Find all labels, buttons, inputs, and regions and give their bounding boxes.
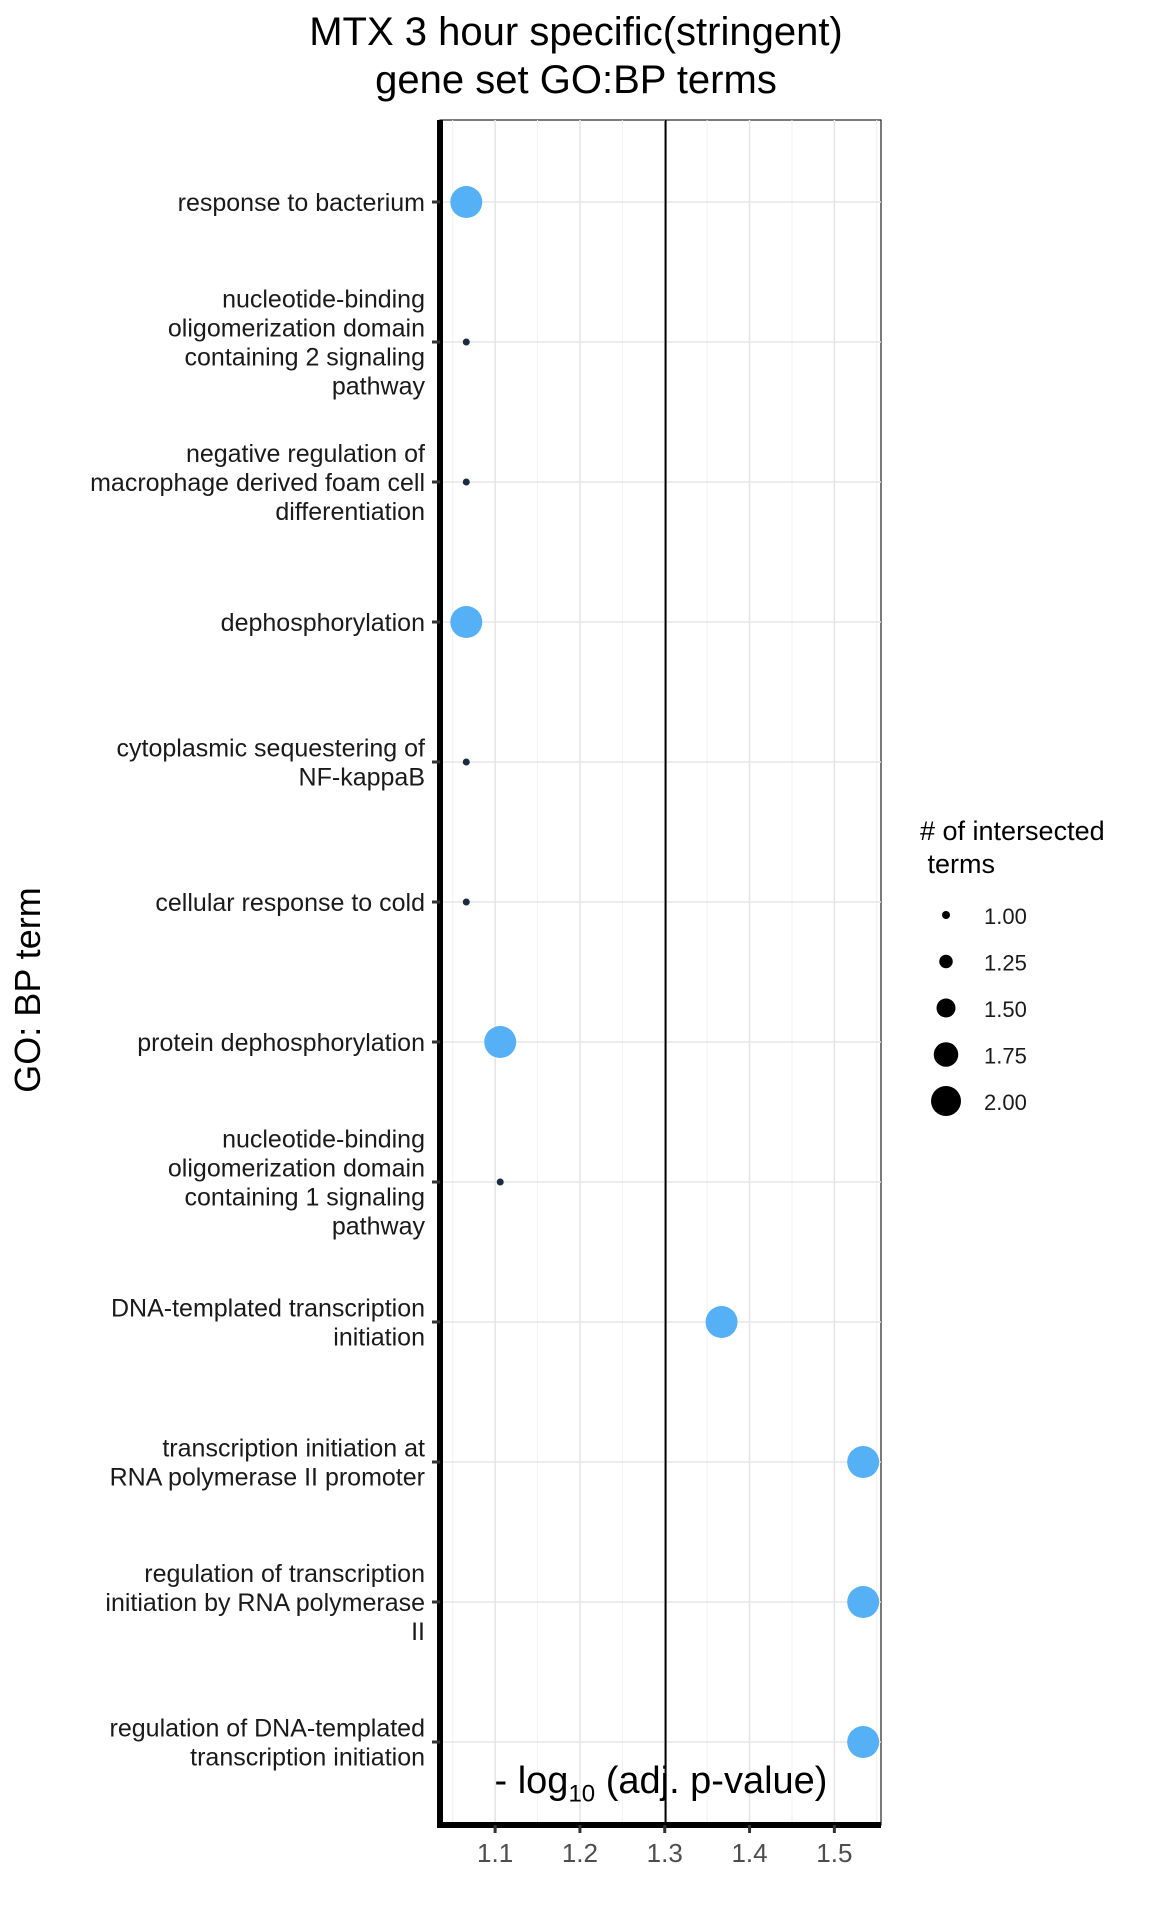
y-tick-label-line: NF-kappaB — [299, 764, 425, 792]
y-tick-label-line: dephosphorylation — [221, 609, 425, 637]
legend-key — [942, 911, 950, 919]
y-tick-label: regulation of transcription initiation by… — [105, 1560, 425, 1646]
y-tick-label-line: initiation by RNA polymerase — [105, 1589, 425, 1617]
data-point — [462, 478, 470, 486]
y-tick-label-line: DNA-templated transcription — [111, 1295, 425, 1323]
y-tick-label-line: macrophage derived foam cell — [90, 469, 425, 497]
data-point — [847, 1586, 880, 1618]
plot-panel — [439, 119, 882, 1826]
data-point — [705, 1306, 738, 1338]
y-tick-label-line: II — [411, 1618, 425, 1646]
legend-key — [931, 1086, 961, 1116]
y-tick-label-line: cellular response to cold — [155, 889, 425, 917]
data-point — [450, 186, 483, 218]
y-tick-label: transcription initiation at RNA polymeras… — [110, 1435, 425, 1492]
legend-label: 1.00 — [984, 904, 1027, 929]
legend-key — [936, 998, 956, 1018]
data-point — [847, 1726, 880, 1758]
y-tick-label-line: transcription initiation at — [162, 1435, 425, 1463]
y-tick-label-line: regulation of DNA-templated — [110, 1715, 425, 1743]
y-tick-label-line: differentiation — [275, 498, 425, 526]
legend-layer: 1.00 1.25 1.50 1.75 2.00 — [931, 904, 1027, 1116]
marks-layer — [450, 186, 880, 1758]
y-tick-label-line: negative regulation of — [186, 440, 425, 468]
x-tick-label: 1.5 — [816, 1838, 852, 1868]
label-layer: 1.1 1.2 1.3 1.4 1.5 response to bacterium nucl… — [90, 189, 852, 1868]
legend-title-line-2: terms — [920, 849, 996, 879]
y-tick-label-line: RNA polymerase II promoter — [110, 1464, 425, 1492]
chart-title-line-2: gene set GO:BP terms — [375, 58, 777, 102]
y-tick-label-line: nucleotide-binding — [222, 1126, 425, 1154]
x-tick-label: 1.1 — [477, 1838, 513, 1868]
x-tick-label: 1.3 — [647, 1838, 683, 1868]
data-point — [462, 338, 470, 346]
y-tick-label-line: cytoplasmic sequestering of — [117, 735, 426, 763]
y-tick-label: regulation of DNA-templated transcription… — [110, 1715, 425, 1772]
data-point — [450, 606, 483, 638]
y-tick-label-line: containing 2 signaling — [185, 344, 425, 372]
y-tick-label-line: pathway — [332, 373, 426, 401]
legend-label: 2.00 — [984, 1090, 1027, 1115]
data-point — [462, 758, 470, 766]
legend-title: # of intersected terms — [920, 815, 1105, 881]
y-tick-label: cellular response to cold — [155, 889, 425, 917]
chart-title-line-1: MTX 3 hour specific(stringent) — [309, 10, 843, 54]
legend-label: 1.75 — [984, 1044, 1027, 1069]
data-point — [847, 1446, 880, 1478]
y-tick-label-line: response to bacterium — [178, 189, 425, 217]
y-tick-label: protein dephosphorylation — [137, 1029, 425, 1057]
axis-layer — [432, 120, 881, 1833]
grid-layer — [439, 119, 882, 1826]
legend-key — [933, 1042, 959, 1067]
y-tick-label-line: containing 1 signaling — [185, 1184, 425, 1212]
y-tick-label: dephosphorylation — [221, 609, 425, 637]
y-tick-label-line: oligomerization domain — [168, 1155, 425, 1183]
data-point — [496, 1178, 504, 1186]
data-point — [462, 898, 470, 906]
legend-label: 1.25 — [984, 951, 1027, 976]
y-tick-label: DNA-templated transcription initiation — [111, 1295, 425, 1352]
legend-title-line-1: # of intersected — [920, 816, 1105, 846]
y-tick-label: nucleotide-binding oligomerization domain… — [168, 1126, 426, 1241]
legend-label: 1.50 — [984, 997, 1027, 1022]
y-tick-label-line: nucleotide-binding — [222, 286, 425, 314]
x-axis-title-prefix: - log — [494, 1760, 569, 1802]
y-tick-label-line: initiation — [333, 1324, 425, 1352]
x-tick-label: 1.2 — [562, 1838, 598, 1868]
y-tick-label-line: regulation of transcription — [144, 1560, 425, 1588]
y-tick-label-line: protein dephosphorylation — [137, 1029, 425, 1057]
x-axis-title-suffix: (adj. p-value) — [595, 1760, 828, 1802]
y-tick-label-line: oligomerization domain — [168, 315, 425, 343]
y-tick-label: cytoplasmic sequestering of NF-kappaB — [117, 735, 426, 792]
legend-key — [939, 954, 953, 969]
x-tick-label: 1.4 — [731, 1838, 767, 1868]
y-tick-label: nucleotide-binding oligomerization domain… — [168, 286, 426, 401]
y-tick-label: negative regulation of macrophage derived… — [90, 440, 425, 526]
data-point — [484, 1026, 517, 1058]
x-axis-title: - log10 (adj. p-value) — [436, 1760, 886, 1809]
y-axis-title: GO: BP term — [7, 887, 48, 1093]
y-tick-label-line: transcription initiation — [190, 1744, 425, 1772]
y-tick-label-line: pathway — [332, 1213, 426, 1241]
y-tick-label: response to bacterium — [178, 189, 425, 217]
x-axis-title-subscript: 10 — [568, 1780, 596, 1808]
